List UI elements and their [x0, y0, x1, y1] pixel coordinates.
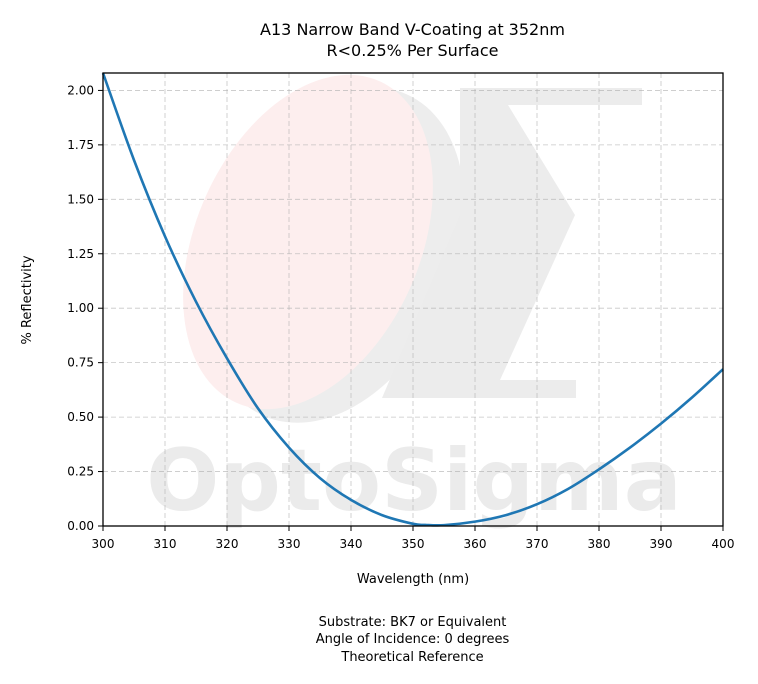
reflectivity-line [101, 72, 724, 527]
y-tick-label: 0.50 [67, 410, 94, 424]
y-axis: 0.00 0.25 0.50 0.75 1.00 1.25 1.50 1.75 2.00 [67, 83, 103, 533]
x-axis-label: Wavelength (nm) [357, 572, 469, 587]
x-tick-label: 380 [588, 537, 611, 551]
watermark-sigma-icon [382, 88, 642, 398]
x-tick-label: 350 [402, 537, 425, 551]
x-tick-label: 390 [650, 537, 673, 551]
y-tick-label: 1.00 [67, 301, 94, 315]
y-tick-label: 0.00 [67, 519, 94, 533]
x-tick-label: 370 [526, 537, 549, 551]
y-tick-label: 1.50 [67, 192, 94, 206]
x-tick-label: 400 [712, 537, 735, 551]
x-tick-label: 310 [154, 537, 177, 551]
x-axis: 300 310 320 330 340 350 360 370 380 390 400 [92, 526, 735, 551]
x-tick-label: 340 [340, 537, 363, 551]
footer-reference: Theoretical Reference [340, 650, 483, 665]
watermark-ellipse [183, 74, 433, 410]
x-tick-label: 300 [92, 537, 115, 551]
chart-title-line-1: A13 Narrow Band V-Coating at 352nm [260, 20, 565, 39]
y-tick-label: 0.25 [67, 465, 94, 479]
series [101, 72, 724, 527]
y-tick-label: 1.75 [67, 138, 94, 152]
watermark-text: OptoSigma [146, 431, 681, 531]
y-tick-label: 1.25 [67, 247, 94, 261]
y-tick-label: 2.00 [67, 83, 94, 97]
x-tick-label: 320 [216, 537, 239, 551]
chart-title-line-2: R<0.25% Per Surface [327, 41, 499, 60]
x-tick-label: 330 [278, 537, 301, 551]
y-axis-label: % Reflectivity [20, 255, 35, 344]
x-tick-label: 360 [464, 537, 487, 551]
footer-substrate: Substrate: BK7 or Equivalent [319, 615, 507, 630]
y-tick-label: 0.75 [67, 356, 94, 370]
footer-angle: Angle of Incidence: 0 degrees [316, 632, 510, 647]
watermark: OptoSigma [146, 74, 682, 531]
grid [102, 73, 724, 527]
